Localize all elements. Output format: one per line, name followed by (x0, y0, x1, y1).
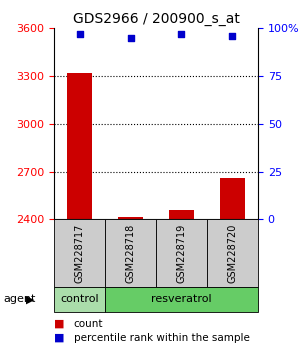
Bar (156, 219, 207, 287)
Bar (105, 219, 156, 287)
Text: GSM228718: GSM228718 (125, 223, 136, 283)
Point (128, 35, 133, 41)
Text: ■: ■ (54, 333, 64, 343)
Bar (54, 287, 105, 312)
Title: GDS2966 / 200900_s_at: GDS2966 / 200900_s_at (73, 12, 239, 26)
Text: GSM228720: GSM228720 (227, 223, 238, 283)
Point (230, 33, 235, 39)
Text: control: control (60, 295, 99, 304)
Text: percentile rank within the sample: percentile rank within the sample (74, 333, 249, 343)
Bar (207, 219, 258, 287)
Text: ▶: ▶ (26, 295, 34, 304)
Bar (118, 217, 143, 219)
Text: agent: agent (3, 295, 35, 304)
Bar (105, 287, 258, 312)
Bar (67, 73, 92, 219)
Bar (220, 178, 245, 219)
Text: ■: ■ (54, 319, 64, 329)
Text: resveratrol: resveratrol (151, 295, 212, 304)
Text: GSM228717: GSM228717 (74, 223, 85, 283)
Bar (54, 219, 105, 287)
Text: count: count (74, 319, 103, 329)
Bar (169, 210, 194, 219)
Point (77, 31, 82, 37)
Text: GSM228719: GSM228719 (176, 223, 187, 283)
Point (179, 31, 184, 37)
